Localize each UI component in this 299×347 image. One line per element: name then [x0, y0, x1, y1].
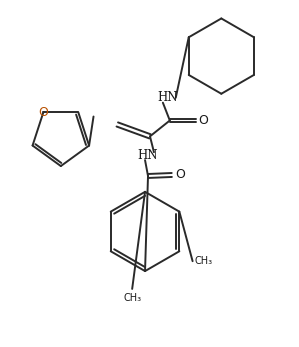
Text: O: O — [39, 106, 48, 119]
Text: HN: HN — [158, 91, 178, 104]
Text: CH₃: CH₃ — [123, 293, 141, 303]
Text: CH₃: CH₃ — [195, 256, 213, 266]
Text: O: O — [199, 114, 208, 127]
Text: O: O — [175, 169, 185, 181]
Text: HN: HN — [138, 149, 158, 162]
